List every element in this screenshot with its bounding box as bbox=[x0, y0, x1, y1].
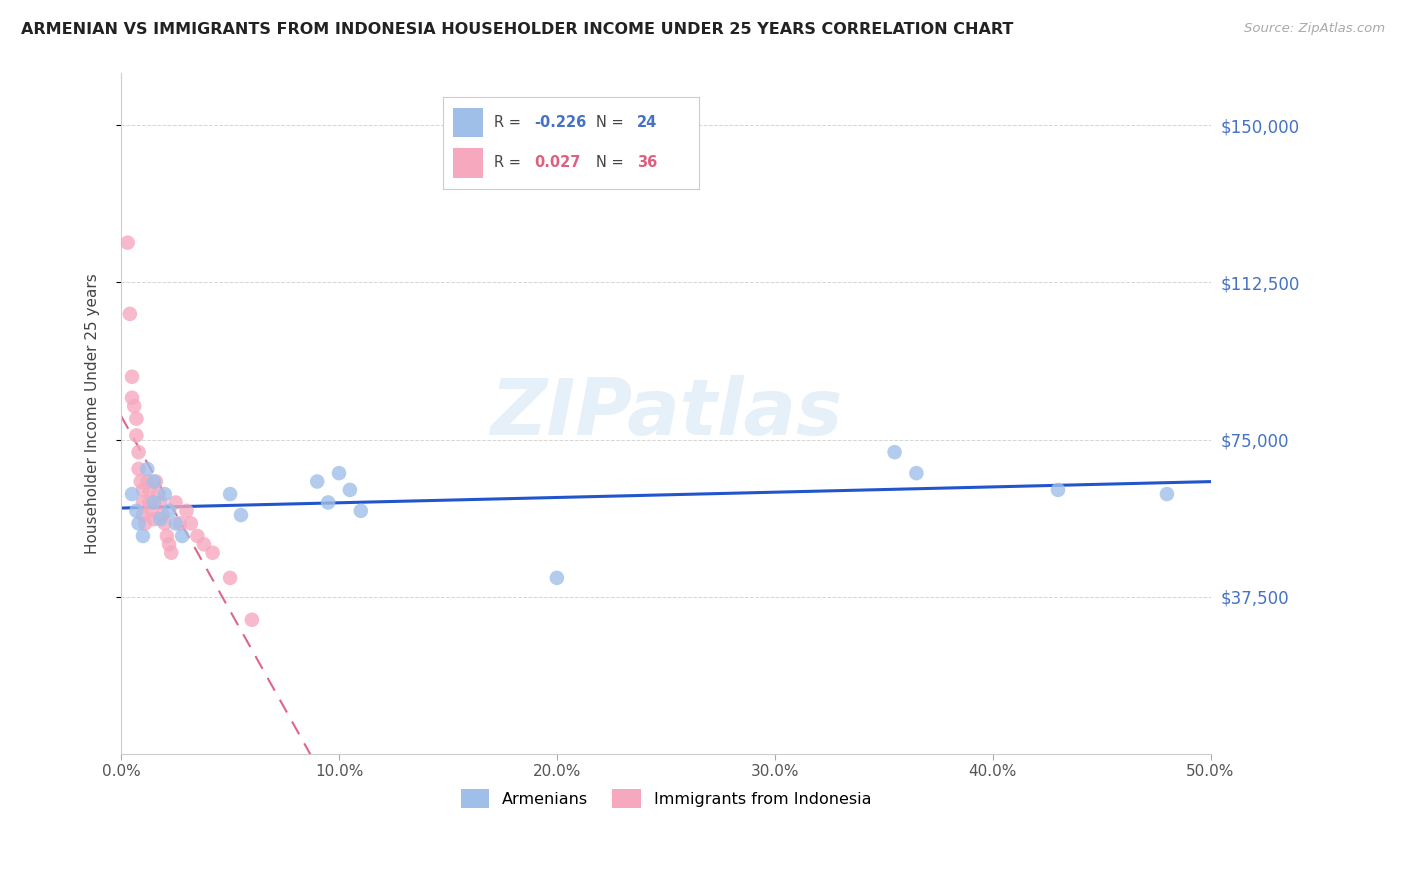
Point bbox=[125, 411, 148, 425]
Point bbox=[129, 475, 152, 489]
Point bbox=[193, 537, 215, 551]
Point bbox=[165, 516, 187, 531]
Point bbox=[118, 307, 141, 321]
Point bbox=[157, 537, 180, 551]
Point bbox=[201, 546, 224, 560]
Point bbox=[149, 512, 172, 526]
Point bbox=[219, 571, 242, 585]
Point bbox=[122, 399, 145, 413]
Point bbox=[153, 516, 176, 531]
Point bbox=[132, 483, 155, 497]
Point bbox=[142, 512, 165, 526]
Text: Source: ZipAtlas.com: Source: ZipAtlas.com bbox=[1244, 22, 1385, 36]
Point bbox=[160, 546, 183, 560]
Point bbox=[350, 504, 373, 518]
Point bbox=[149, 495, 172, 509]
Point bbox=[219, 487, 242, 501]
Point bbox=[128, 445, 150, 459]
Point bbox=[186, 529, 208, 543]
Point bbox=[1046, 483, 1069, 497]
Point bbox=[121, 369, 143, 384]
Point bbox=[134, 516, 156, 531]
Text: ZIPatlas: ZIPatlas bbox=[489, 376, 842, 451]
Point bbox=[138, 495, 160, 509]
Point bbox=[121, 487, 143, 501]
Point bbox=[125, 428, 148, 442]
Point bbox=[156, 529, 179, 543]
Point bbox=[136, 475, 159, 489]
Legend: Armenians, Immigrants from Indonesia: Armenians, Immigrants from Indonesia bbox=[454, 783, 877, 814]
Y-axis label: Householder Income Under 25 years: Householder Income Under 25 years bbox=[86, 273, 100, 554]
Point bbox=[339, 483, 361, 497]
Point bbox=[142, 475, 165, 489]
Point bbox=[883, 445, 905, 459]
Point bbox=[146, 487, 169, 501]
Point bbox=[132, 495, 155, 509]
Point bbox=[117, 235, 139, 250]
Point bbox=[125, 504, 148, 518]
Point bbox=[153, 487, 176, 501]
Point bbox=[176, 504, 198, 518]
Point bbox=[172, 529, 194, 543]
Point bbox=[1156, 487, 1178, 501]
Point bbox=[128, 516, 150, 531]
Point bbox=[229, 508, 252, 522]
Point bbox=[138, 483, 160, 497]
Point bbox=[157, 504, 180, 518]
Point bbox=[546, 571, 568, 585]
Point bbox=[307, 475, 329, 489]
Point bbox=[165, 495, 187, 509]
Point bbox=[128, 462, 150, 476]
Point bbox=[142, 495, 165, 509]
Point bbox=[145, 475, 167, 489]
Point bbox=[132, 508, 155, 522]
Point bbox=[905, 466, 928, 480]
Point bbox=[141, 504, 163, 518]
Point bbox=[180, 516, 202, 531]
Text: ARMENIAN VS IMMIGRANTS FROM INDONESIA HOUSEHOLDER INCOME UNDER 25 YEARS CORRELAT: ARMENIAN VS IMMIGRANTS FROM INDONESIA HO… bbox=[21, 22, 1014, 37]
Point bbox=[132, 529, 155, 543]
Point bbox=[152, 508, 174, 522]
Point bbox=[328, 466, 350, 480]
Point bbox=[240, 613, 263, 627]
Point bbox=[169, 516, 191, 531]
Point bbox=[136, 462, 159, 476]
Point bbox=[316, 495, 339, 509]
Point bbox=[121, 391, 143, 405]
